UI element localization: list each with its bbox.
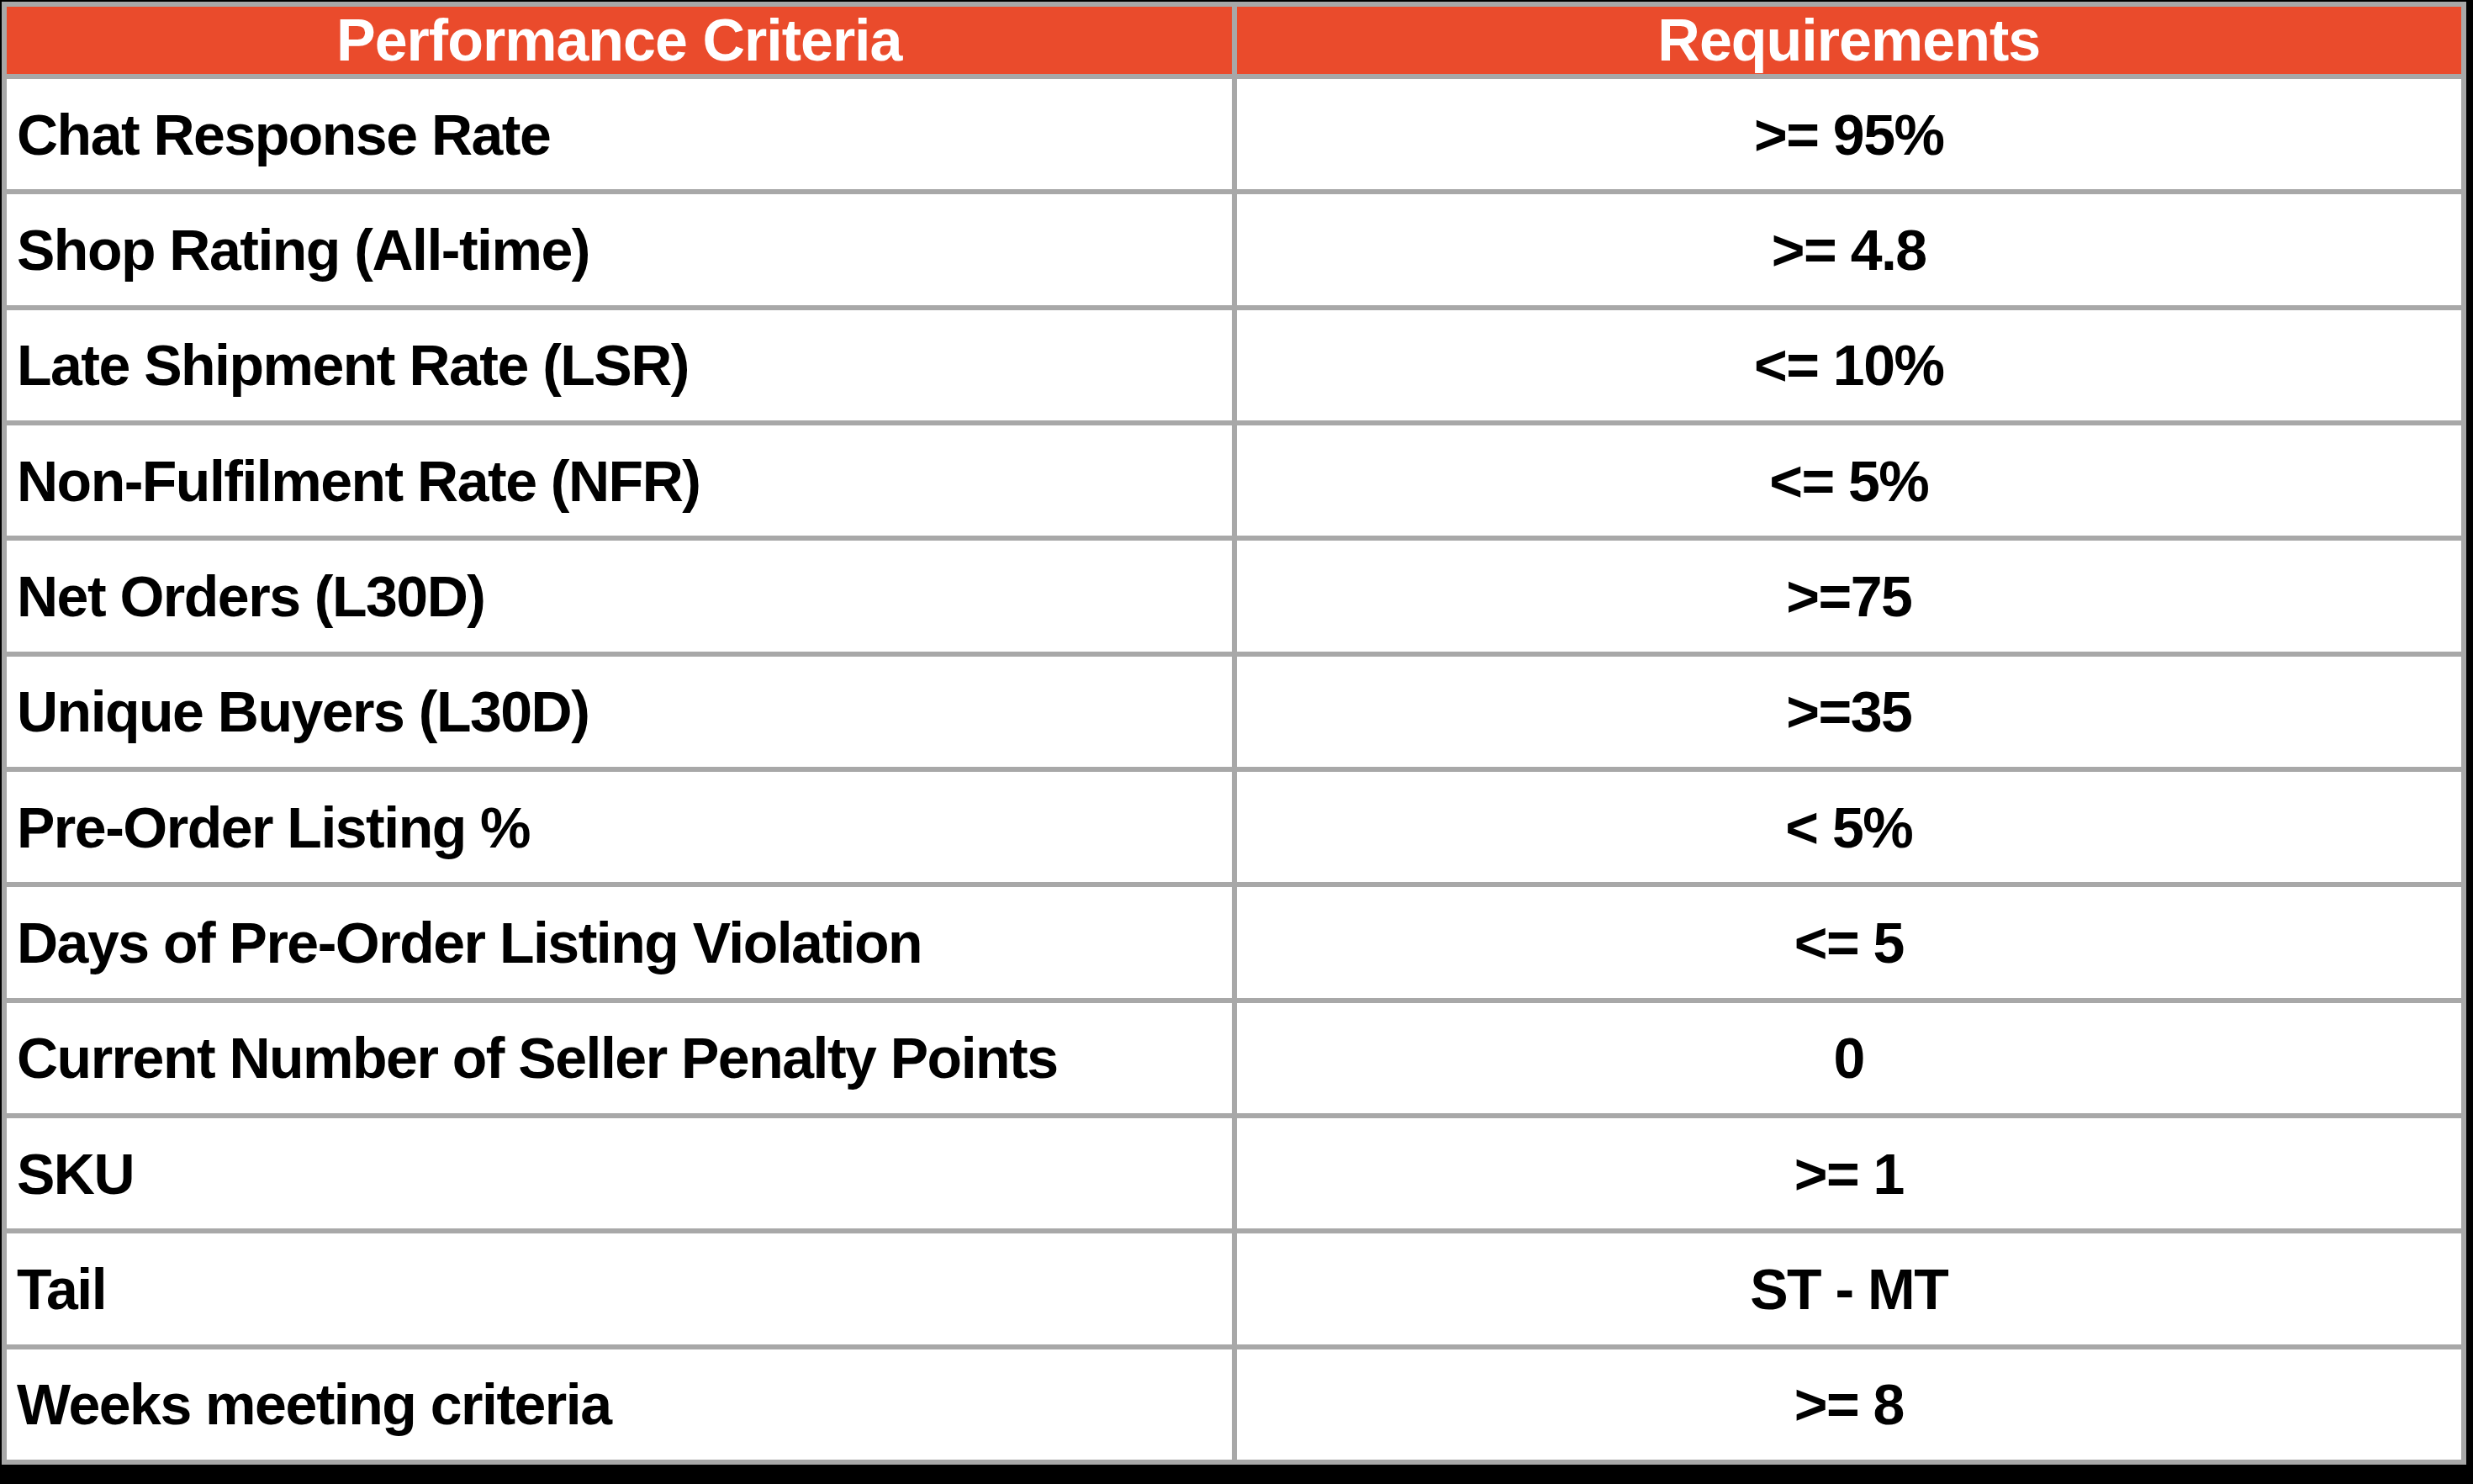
table-row: Unique Buyers (L30D) >=35 (4, 654, 2464, 769)
table-row: Current Number of Seller Penalty Points … (4, 1001, 2464, 1116)
header-requirements: Requirements (1234, 4, 2465, 77)
header-row: Performance Criteria Requirements (4, 4, 2464, 77)
requirement-cell: <= 5% (1234, 423, 2465, 538)
requirement-cell: < 5% (1234, 769, 2465, 885)
requirement-cell: >= 4.8 (1234, 192, 2465, 307)
screenshot-canvas: Performance Criteria Requirements Chat R… (0, 0, 2473, 1484)
requirement-cell: >=35 (1234, 654, 2465, 769)
table-row: Days of Pre-Order Listing Violation <= 5 (4, 885, 2464, 1000)
criteria-cell: Chat Response Rate (4, 77, 1234, 192)
criteria-cell: Unique Buyers (L30D) (4, 654, 1234, 769)
requirement-cell: >= 95% (1234, 77, 2465, 192)
table-row: SKU >= 1 (4, 1116, 2464, 1231)
requirement-cell: >= 8 (1234, 1347, 2465, 1462)
table-row: Chat Response Rate >= 95% (4, 77, 2464, 192)
table-row: Tail ST - MT (4, 1231, 2464, 1346)
table-row: Shop Rating (All-time) >= 4.8 (4, 192, 2464, 307)
criteria-cell: Current Number of Seller Penalty Points (4, 1001, 1234, 1116)
criteria-cell: Net Orders (L30D) (4, 538, 1234, 653)
criteria-cell: Days of Pre-Order Listing Violation (4, 885, 1234, 1000)
criteria-cell: Non-Fulfilment Rate (NFR) (4, 423, 1234, 538)
criteria-cell: Late Shipment Rate (LSR) (4, 308, 1234, 423)
performance-criteria-table: Performance Criteria Requirements Chat R… (2, 2, 2466, 1465)
criteria-cell: Weeks meeting criteria (4, 1347, 1234, 1462)
table-row: Pre-Order Listing % < 5% (4, 769, 2464, 885)
requirement-cell: 0 (1234, 1001, 2465, 1116)
requirement-cell: >= 1 (1234, 1116, 2465, 1231)
performance-table-container: Performance Criteria Requirements Chat R… (2, 2, 2466, 1465)
criteria-cell: SKU (4, 1116, 1234, 1231)
requirement-cell: ST - MT (1234, 1231, 2465, 1346)
table-row: Weeks meeting criteria >= 8 (4, 1347, 2464, 1462)
header-performance-criteria: Performance Criteria (4, 4, 1234, 77)
requirement-cell: >=75 (1234, 538, 2465, 653)
requirement-cell: <= 5 (1234, 885, 2465, 1000)
requirement-cell: <= 10% (1234, 308, 2465, 423)
table-row: Net Orders (L30D) >=75 (4, 538, 2464, 653)
table-row: Non-Fulfilment Rate (NFR) <= 5% (4, 423, 2464, 538)
criteria-cell: Tail (4, 1231, 1234, 1346)
criteria-cell: Pre-Order Listing % (4, 769, 1234, 885)
table-row: Late Shipment Rate (LSR) <= 10% (4, 308, 2464, 423)
criteria-cell: Shop Rating (All-time) (4, 192, 1234, 307)
